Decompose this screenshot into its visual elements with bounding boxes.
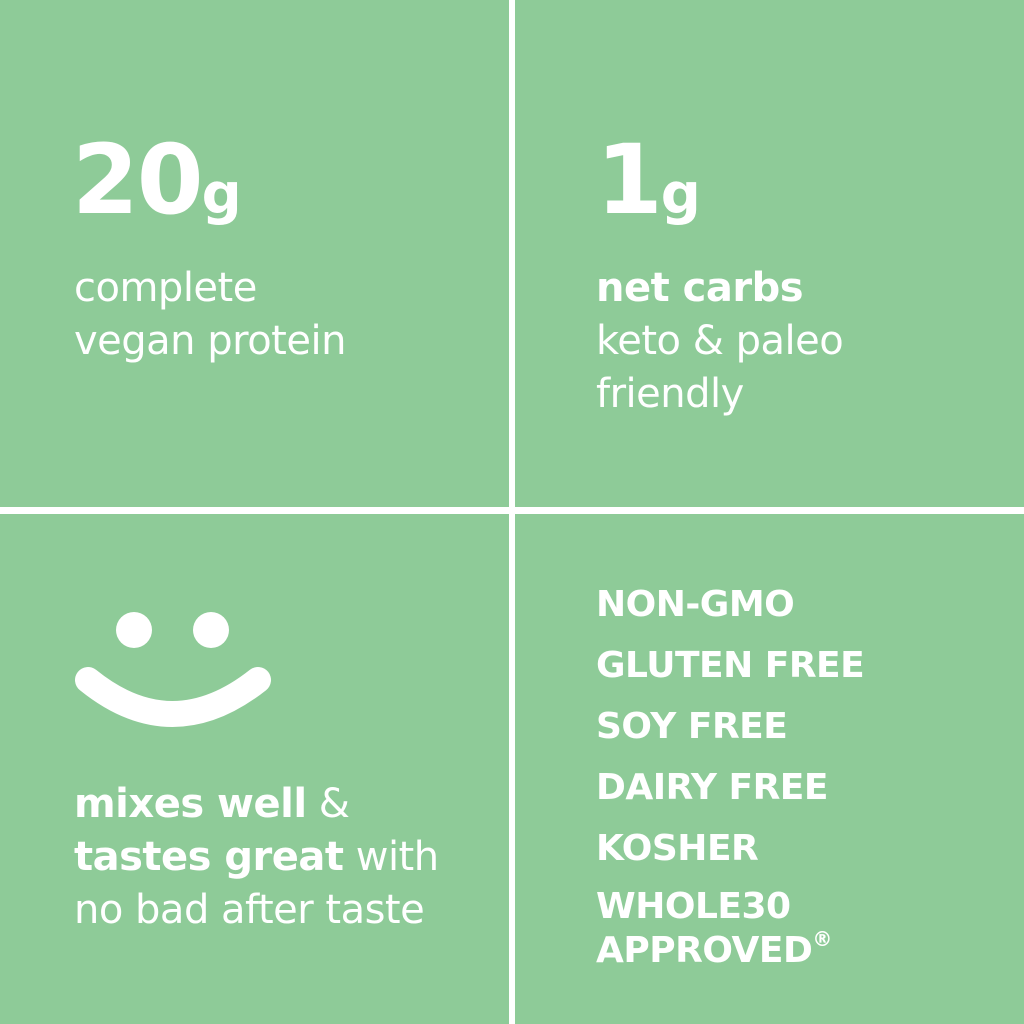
protein-line-1: complete [74,265,257,311]
claim-whole30: WHOLE30 APPROVED® [596,885,864,973]
taste-line-3: no bad after taste [74,887,425,933]
carbs-description: net carbs keto & paleo friendly [596,262,844,421]
carbs-line-3: friendly [596,371,744,417]
smiley-left-eye [116,612,152,648]
taste-rest-2: with [343,834,439,880]
smiley-mouth [75,667,271,727]
claim-soy-free: SOY FREE [596,706,788,747]
protein-description: complete vegan protein [74,262,346,368]
carbs-label: net carbs [596,265,804,311]
claims-list: NON-GMO GLUTEN FREE SOY FREE DAIRY FREE … [596,574,865,973]
taste-bold-2: tastes great [74,834,344,880]
carbs-value: 1 [596,124,663,236]
smiley-right-eye [193,612,229,648]
carbs-amount: 1g [596,132,701,228]
carbs-line-2: keto & paleo [596,318,844,364]
taste-description: mixes well & tastes great with no bad af… [74,778,439,937]
claim-non-gmo: NON-GMO [596,584,795,625]
protein-unit: g [201,162,242,227]
taste-bold-1: mixes well [74,781,307,827]
taste-rest-1: & [306,781,350,827]
protein-value: 20 [72,124,204,236]
claim-gluten-free: GLUTEN FREE [596,645,865,686]
smiley-face-icon [75,612,271,727]
claim-dairy-free: DAIRY FREE [596,767,829,808]
claim-kosher: KOSHER [596,828,759,869]
protein-amount: 20g [72,132,242,228]
horizontal-divider [0,507,1024,514]
registered-mark: ® [812,927,832,951]
claim-whole30-line-1: WHOLE30 [596,886,791,927]
protein-line-2: vegan protein [74,318,346,364]
claim-whole30-line-2: APPROVED [596,930,813,971]
carbs-unit: g [660,162,701,227]
